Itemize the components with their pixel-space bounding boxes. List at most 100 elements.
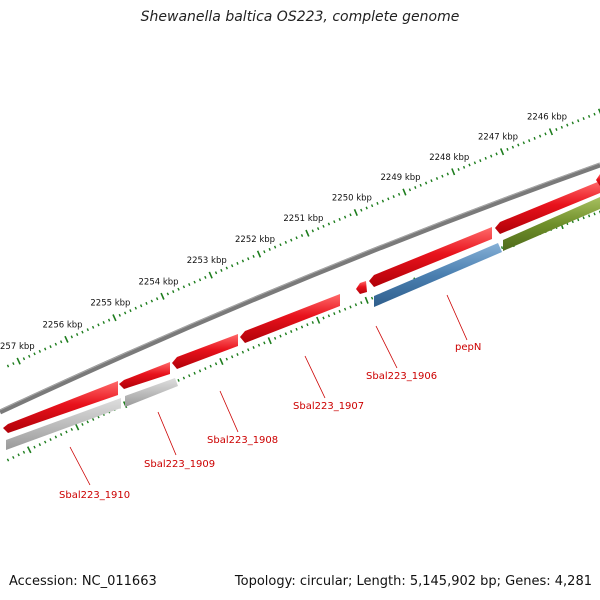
major-tick bbox=[219, 357, 224, 366]
minor-tick bbox=[43, 440, 47, 444]
minor-tick bbox=[593, 112, 596, 116]
map-title: Shewanella baltica OS223, complete genom… bbox=[140, 9, 460, 25]
gene-label[interactable]: Sbal223_1908 bbox=[207, 435, 278, 446]
major-tick bbox=[364, 296, 369, 304]
gene-label[interactable]: Sbal223_1909 bbox=[144, 459, 215, 470]
backbone-highlight bbox=[0, 162, 600, 411]
minor-tick bbox=[102, 321, 105, 324]
minor-tick bbox=[247, 257, 250, 261]
minor-tick bbox=[316, 227, 320, 231]
minor-tick bbox=[247, 348, 250, 352]
minor-tick bbox=[295, 327, 298, 331]
minor-tick bbox=[295, 236, 298, 240]
genome-backbone bbox=[0, 162, 600, 415]
minor-tick bbox=[349, 305, 352, 309]
gene-label[interactable]: Sbal223_1906 bbox=[366, 371, 437, 382]
minor-tick bbox=[424, 181, 428, 185]
minor-tick bbox=[327, 314, 331, 318]
minor-tick bbox=[333, 312, 336, 316]
minor-tick bbox=[139, 304, 143, 308]
minor-tick bbox=[300, 325, 304, 329]
minor-tick bbox=[145, 301, 148, 305]
gene-feature[interactable] bbox=[3, 381, 118, 433]
minor-tick bbox=[593, 212, 596, 216]
tick-label: 2254 kbp bbox=[139, 277, 179, 287]
minor-tick bbox=[343, 215, 347, 219]
minor-tick bbox=[284, 332, 288, 336]
gene-feature[interactable] bbox=[356, 281, 367, 294]
gene-feature[interactable] bbox=[495, 181, 600, 234]
minor-tick bbox=[360, 301, 363, 305]
minor-tick bbox=[544, 132, 547, 136]
minor-tick bbox=[273, 336, 277, 340]
gene-label[interactable]: Sbal223_1907 bbox=[293, 401, 364, 412]
minor-tick bbox=[193, 371, 196, 375]
minor-tick bbox=[91, 325, 95, 329]
minor-tick bbox=[97, 323, 100, 327]
minor-tick bbox=[230, 264, 234, 268]
major-tick bbox=[256, 250, 262, 258]
minor-tick bbox=[408, 188, 412, 192]
inner-tick-row bbox=[6, 210, 600, 462]
minor-tick bbox=[263, 250, 266, 254]
minor-tick bbox=[38, 443, 42, 447]
minor-tick bbox=[538, 134, 542, 138]
minor-tick bbox=[473, 161, 477, 165]
minor-tick bbox=[107, 318, 111, 322]
rna-feature[interactable] bbox=[374, 243, 502, 307]
pseudogene-feature[interactable] bbox=[125, 378, 178, 407]
gene-feature[interactable] bbox=[369, 227, 492, 287]
minor-tick bbox=[311, 229, 314, 233]
minor-tick bbox=[6, 458, 10, 462]
minor-tick bbox=[484, 156, 487, 160]
minor-tick bbox=[311, 321, 314, 324]
minor-tick bbox=[370, 204, 374, 208]
minor-tick bbox=[204, 367, 207, 371]
tick-label: 2255 kbp bbox=[90, 299, 130, 309]
minor-tick bbox=[241, 259, 245, 263]
minor-tick bbox=[236, 261, 239, 265]
gene-label[interactable]: pepN bbox=[455, 342, 481, 353]
tick-label: 2246 kbp bbox=[527, 113, 567, 123]
minor-tick bbox=[17, 453, 20, 457]
minor-tick bbox=[177, 287, 180, 291]
minor-tick bbox=[204, 275, 207, 279]
minor-tick bbox=[555, 128, 558, 131]
minor-tick bbox=[193, 280, 196, 284]
major-tick bbox=[16, 357, 21, 365]
minor-tick bbox=[349, 213, 352, 217]
minor-tick bbox=[123, 311, 127, 315]
minor-tick bbox=[284, 240, 288, 244]
minor-tick bbox=[155, 297, 159, 301]
major-tick bbox=[597, 108, 600, 115]
minor-tick bbox=[134, 306, 137, 310]
pseudogene-feature[interactable] bbox=[6, 398, 121, 450]
tick-label: 2251 kbp bbox=[283, 214, 323, 224]
minor-tick bbox=[6, 364, 10, 368]
major-tick bbox=[112, 314, 117, 322]
minor-tick bbox=[279, 243, 282, 247]
minor-tick bbox=[241, 350, 245, 354]
minor-tick bbox=[560, 125, 563, 129]
minor-tick bbox=[252, 346, 255, 349]
major-tick bbox=[267, 337, 272, 345]
minor-tick bbox=[70, 335, 73, 339]
minor-tick bbox=[44, 347, 47, 351]
other-feature[interactable] bbox=[503, 197, 600, 251]
gene-feature[interactable] bbox=[596, 174, 600, 186]
minor-tick bbox=[81, 330, 84, 334]
minor-tick bbox=[86, 420, 89, 424]
gene-feature[interactable] bbox=[172, 334, 238, 369]
minor-tick bbox=[236, 353, 239, 356]
minor-tick bbox=[446, 172, 449, 176]
gene-label[interactable]: Sbal223_1910 bbox=[59, 490, 130, 501]
minor-tick bbox=[381, 199, 385, 203]
gene-feature[interactable] bbox=[119, 362, 170, 389]
major-tick bbox=[548, 128, 554, 136]
minor-tick bbox=[528, 139, 531, 143]
minor-tick bbox=[414, 186, 417, 189]
gene-feature[interactable] bbox=[240, 294, 340, 343]
minor-tick bbox=[582, 117, 585, 121]
minor-tick bbox=[188, 374, 191, 378]
